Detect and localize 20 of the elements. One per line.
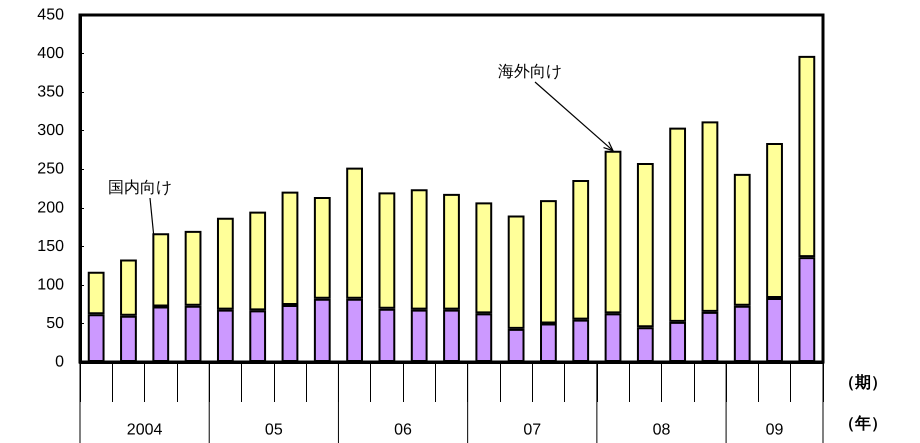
text: 08	[652, 422, 670, 438]
text: 07	[523, 422, 542, 438]
y-tick-label: 400	[37, 45, 64, 62]
y-tick-label: 250	[37, 160, 64, 178]
text: 09	[766, 422, 784, 438]
text: （年）	[839, 414, 887, 432]
text: 国内向け	[108, 178, 172, 196]
y-tick-label: 50	[46, 314, 64, 332]
y-tick-label: 350	[37, 84, 64, 101]
y-tick-label: 450	[37, 6, 64, 24]
y-tick-label: 200	[37, 199, 64, 216]
text: 2004	[126, 422, 163, 438]
x-axis-title: （期）	[839, 374, 887, 392]
text: 05	[264, 422, 283, 438]
text: 海外向け	[498, 64, 562, 80]
y-tick-label: 100	[37, 276, 64, 294]
text: 06	[394, 422, 412, 438]
y-tick-label: 150	[37, 238, 64, 255]
y-tick-label: 300	[37, 122, 64, 140]
y-tick-label: 0	[55, 354, 64, 370]
